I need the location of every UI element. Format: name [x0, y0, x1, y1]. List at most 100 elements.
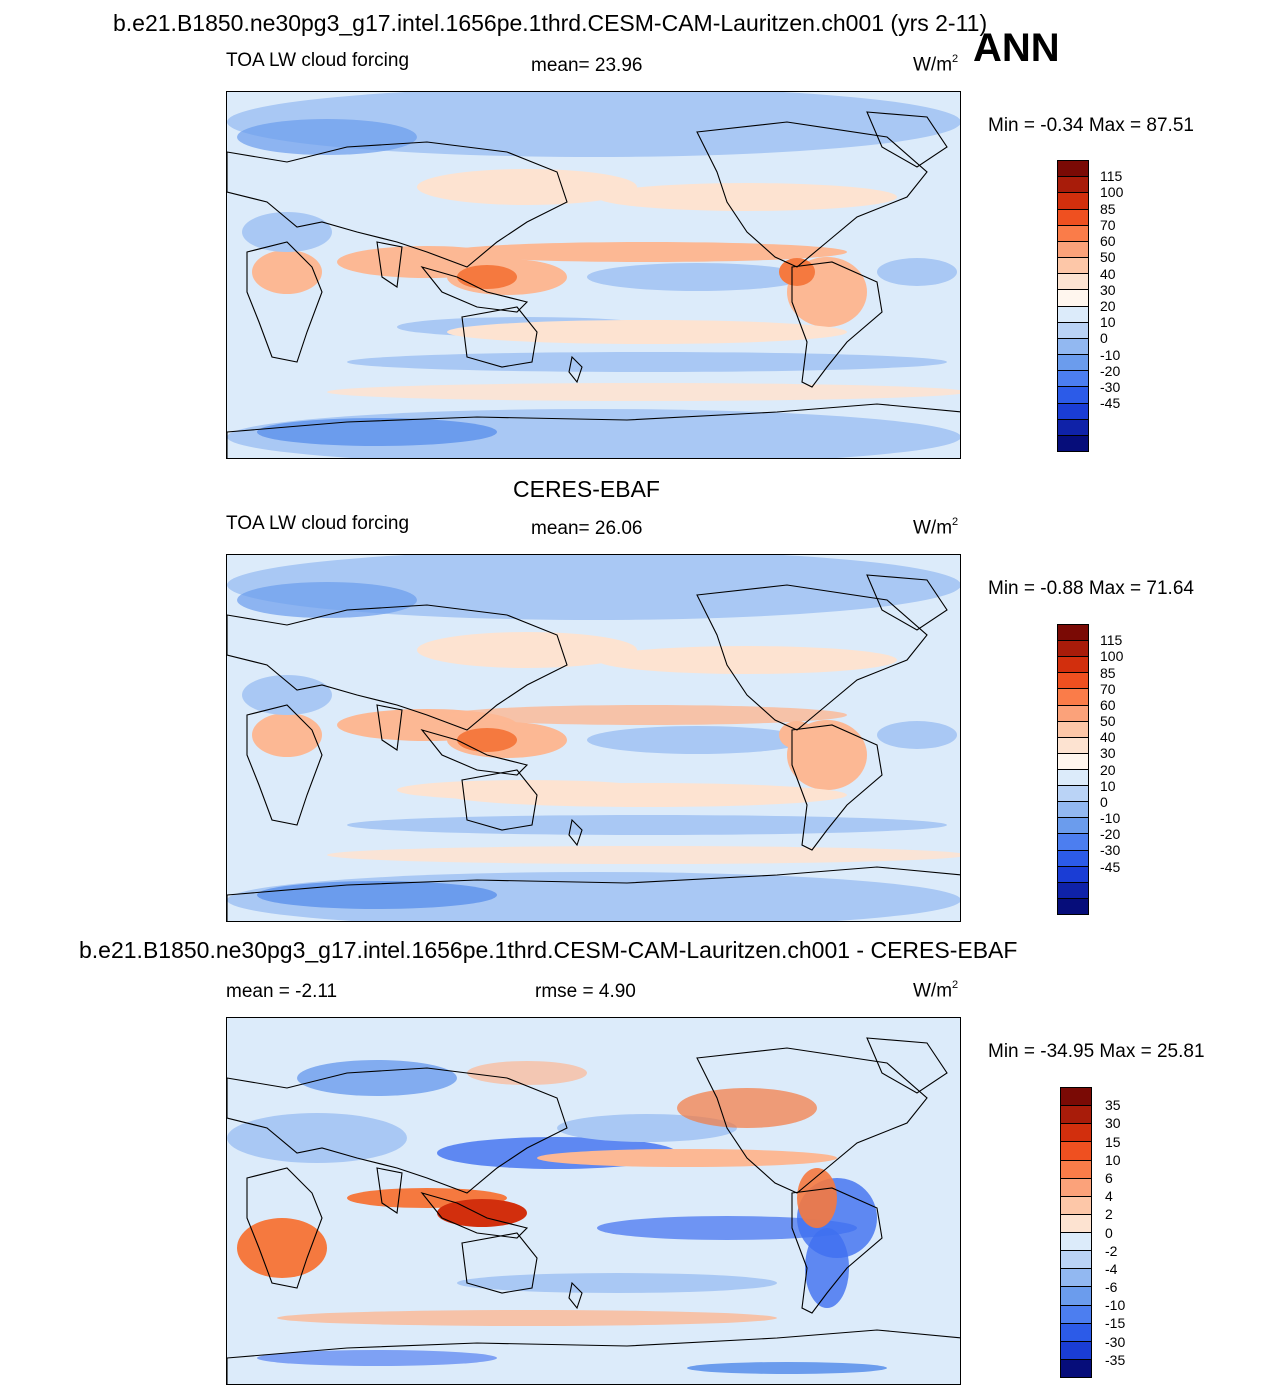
colorbar-swatch: [1061, 1196, 1091, 1215]
colorbar-tick-label: -10: [1100, 810, 1121, 826]
colorbar-swatch: [1061, 1178, 1091, 1197]
colorbar-tick-label: 6: [1105, 1169, 1113, 1186]
colorbar-swatch: [1061, 1341, 1091, 1360]
colorbar-swatch: [1058, 209, 1088, 226]
colorbar-tick-label: 50: [1100, 249, 1116, 266]
colorbar-swatch: [1061, 1088, 1091, 1107]
panel1-model-map: [226, 91, 961, 459]
panel2-obs-map: [226, 554, 961, 922]
colorbar-tick-label: 10: [1100, 314, 1116, 331]
colorbar-swatch: [1058, 786, 1088, 803]
panel3-rmse-label: rmse = 4.90: [535, 981, 636, 1002]
colorbar-tick-label: 10: [1100, 777, 1116, 794]
colorbar-swatch: [1061, 1251, 1091, 1270]
colorbar-swatch: [1058, 882, 1088, 899]
colorbar-swatch: [1058, 737, 1088, 754]
colorbar-tick-label: 50: [1100, 713, 1116, 729]
colorbar-swatch: [1058, 689, 1088, 706]
figure-title: b.e21.B1850.ne30pg3_g17.intel.1656pe.1th…: [113, 10, 988, 36]
colorbar-swatch: [1058, 769, 1088, 787]
colorbar-tick-label: -30: [1100, 379, 1121, 396]
colorbar-tick-label: 40: [1100, 729, 1116, 746]
panel2-colorbar: [1057, 624, 1089, 915]
colorbar-tick-label: 70: [1100, 680, 1116, 697]
colorbar-tick-label: 30: [1100, 281, 1116, 298]
colorbar-swatch: [1061, 1160, 1091, 1179]
colorbar-swatch: [1058, 753, 1088, 770]
colorbar-tick-label: 30: [1105, 1115, 1121, 1132]
colorbar-tick-label: 35: [1105, 1097, 1121, 1114]
colorbar-tick-label: 60: [1100, 696, 1116, 713]
colorbar-swatch: [1058, 721, 1088, 738]
colorbar-tick-label: -45: [1100, 395, 1121, 412]
colorbar-tick-label: 100: [1100, 648, 1124, 665]
panel1-colorbar: [1057, 160, 1089, 452]
colorbar-tick-label: 85: [1100, 664, 1116, 681]
colorbar-tick-label: -45: [1100, 858, 1121, 875]
colorbar-swatch: [1061, 1269, 1091, 1288]
colorbar-swatch: [1058, 818, 1088, 835]
colorbar-tick-label: -6: [1105, 1279, 1118, 1296]
colorbar-tick-label: 0: [1100, 793, 1108, 810]
colorbar-swatch: [1058, 403, 1088, 420]
panel3-colorbar: [1060, 1087, 1092, 1378]
colorbar-swatch: [1058, 866, 1088, 883]
colorbar-tick-label: 4: [1105, 1188, 1113, 1205]
world-map-icon: [227, 1018, 960, 1384]
colorbar-tick-label: 30: [1100, 745, 1116, 762]
world-map-icon: [227, 555, 960, 921]
panel1-minmax: Min = -0.34 Max = 87.51: [988, 115, 1194, 136]
colorbar-tick-label: 20: [1100, 298, 1116, 314]
colorbar-swatch: [1061, 1323, 1091, 1342]
colorbar-tick-label: -10: [1105, 1297, 1126, 1314]
colorbar-swatch: [1058, 290, 1088, 307]
colorbar-tick-label: -30: [1105, 1333, 1126, 1350]
colorbar-swatch: [1058, 258, 1088, 275]
world-map-icon: [227, 92, 960, 458]
colorbar-tick-label: 70: [1100, 216, 1116, 233]
colorbar-swatch: [1058, 898, 1088, 914]
colorbar-tick-label: 15: [1105, 1133, 1121, 1150]
panel2-minmax: Min = -0.88 Max = 71.64: [988, 578, 1194, 599]
colorbar-swatch: [1058, 419, 1088, 436]
colorbar-tick-label: 85: [1100, 200, 1116, 217]
colorbar-swatch: [1058, 177, 1088, 194]
colorbar-swatch: [1058, 834, 1088, 851]
panel3-units: W/m2: [913, 979, 959, 1002]
colorbar-tick-label: 100: [1100, 184, 1124, 201]
colorbar-swatch: [1058, 274, 1088, 291]
panel3-difference-map: [226, 1017, 961, 1385]
colorbar-swatch: [1061, 1359, 1091, 1377]
colorbar-swatch: [1058, 322, 1088, 339]
colorbar-swatch: [1058, 161, 1088, 178]
panel3-minmax: Min = -34.95 Max = 25.81: [988, 1041, 1205, 1062]
colorbar-tick-label: 40: [1100, 265, 1116, 282]
panel2-variable-label: TOA LW cloud forcing: [226, 513, 410, 534]
colorbar-swatch: [1058, 850, 1088, 867]
colorbar-swatch: [1061, 1287, 1091, 1306]
colorbar-swatch: [1058, 625, 1088, 642]
panel3-title: b.e21.B1850.ne30pg3_g17.intel.1656pe.1th…: [79, 937, 1018, 963]
colorbar-swatch: [1058, 225, 1088, 242]
panel1-variable-label: TOA LW cloud forcing: [226, 50, 410, 71]
colorbar-tick-label: -15: [1105, 1315, 1126, 1332]
colorbar-swatch: [1058, 705, 1088, 722]
colorbar-swatch: [1061, 1214, 1091, 1233]
colorbar-tick-label: 0: [1100, 330, 1108, 347]
colorbar-swatch: [1061, 1233, 1091, 1252]
panel1-units: W/m2: [913, 53, 959, 76]
colorbar-tick-label: 10: [1105, 1151, 1121, 1168]
colorbar-tick-label: 20: [1100, 761, 1116, 778]
colorbar-swatch: [1058, 306, 1088, 323]
colorbar-tick-label: 60: [1100, 233, 1116, 250]
colorbar-swatch: [1058, 673, 1088, 690]
colorbar-tick-label: -30: [1100, 842, 1121, 859]
panel1-mean-label: mean= 23.96: [531, 55, 643, 76]
colorbar-tick-label: -4: [1105, 1260, 1118, 1277]
colorbar-swatch: [1058, 241, 1088, 259]
colorbar-swatch: [1058, 435, 1088, 452]
colorbar-tick-label: 2: [1105, 1206, 1113, 1223]
colorbar-swatch: [1061, 1106, 1091, 1125]
colorbar-tick-label: -35: [1105, 1351, 1126, 1368]
colorbar-swatch: [1058, 657, 1088, 674]
